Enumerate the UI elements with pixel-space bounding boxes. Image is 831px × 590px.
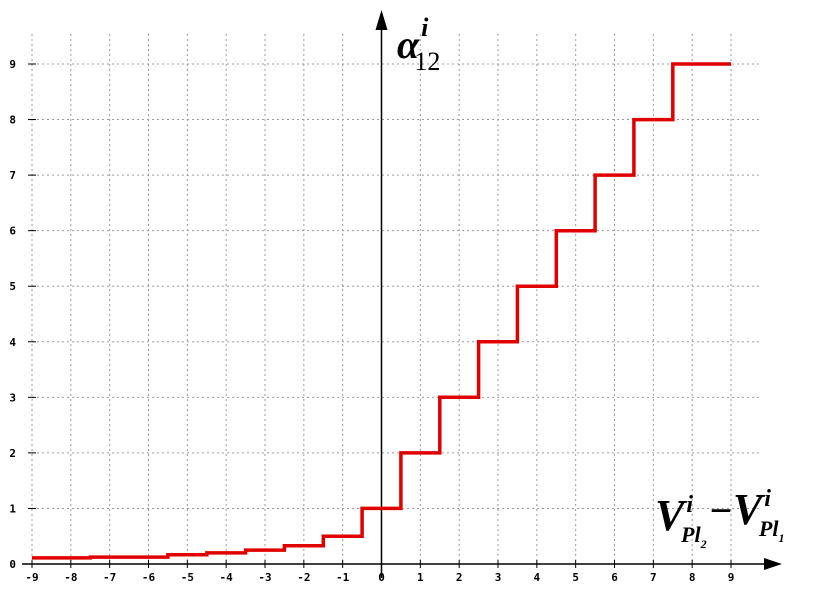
step-series-line [32,62,731,560]
y-tick-label: 7 [9,169,16,182]
x-tick-label: 8 [689,571,696,584]
y-tick-label: 1 [9,502,16,515]
x-tick-label: 4 [534,571,541,584]
x-tick-label: 9 [728,571,735,584]
x-tick-label: -3 [258,571,271,584]
x-tick-label: 2 [456,571,463,584]
ticks: -9 -8 -7 -6 -5 -4 -3 -2 -1 0 1 2 3 4 5 6 7 8 9 0 1 2 3 4 5 6 7 8 9 [9,58,734,584]
x-axis-label: Vi Pl2−Vi Pl1 [655,485,784,551]
x-tick-label: -1 [336,571,350,584]
x-tick-label: 0 [378,571,385,584]
grid [31,34,760,564]
y-tick-label: 8 [9,114,16,127]
y-axis-arrowhead [375,10,388,30]
y-tick-label: 5 [9,280,16,293]
x-tick-label: 5 [572,571,579,584]
x-tick-label: -8 [64,571,77,584]
axes [22,10,782,578]
y-tick-label: 4 [9,336,16,349]
y-tick-label: 0 [9,558,16,571]
x-tick-label: -2 [297,571,310,584]
x-tick-label: 7 [650,571,657,584]
y-tick-label: 2 [9,447,16,460]
x-tick-label: -6 [142,571,156,584]
x-tick-label: 3 [495,571,502,584]
x-tick-label: -7 [103,571,116,584]
series [31,62,732,560]
x-tick-label: 6 [611,571,618,584]
x-tick-label: -9 [25,571,38,584]
y-tick-label: 3 [9,391,16,404]
y-axis-label: αi 12 [397,13,440,76]
y-tick-label: 9 [9,58,16,71]
y-tick-label: 6 [9,225,16,238]
x-tick-label: -5 [181,571,194,584]
x-axis-arrowhead [764,558,782,570]
x-tick-label: -4 [220,571,234,584]
x-tick-label: 1 [417,571,424,584]
